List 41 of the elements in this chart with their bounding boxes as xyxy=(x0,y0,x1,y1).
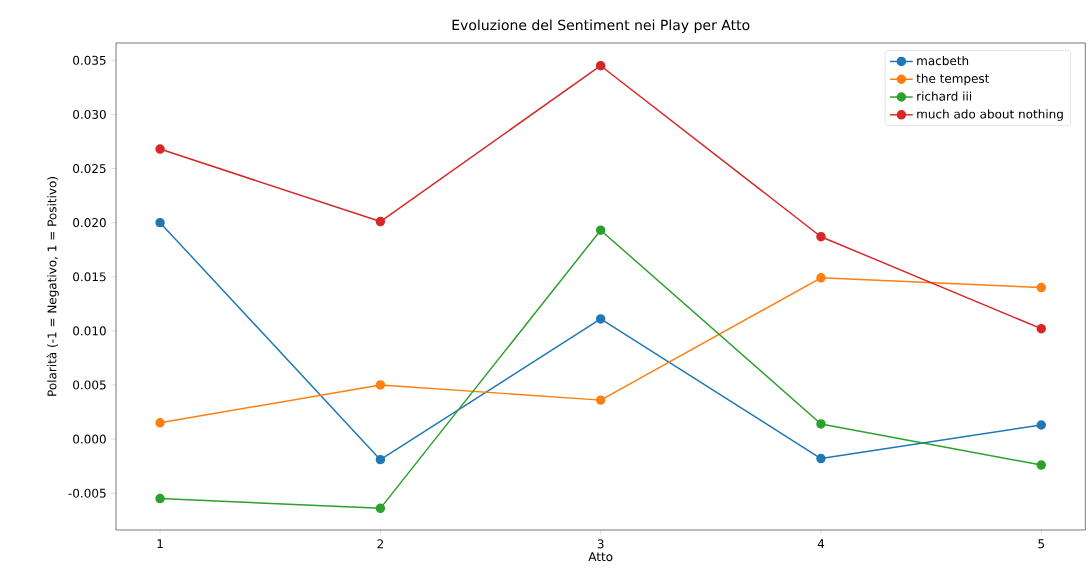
point xyxy=(155,144,165,154)
x-tick-label: 3 xyxy=(597,539,604,549)
point xyxy=(595,225,606,235)
y-tick-label: 0.000 xyxy=(73,434,106,444)
legend-label: much ado about nothing xyxy=(917,109,1063,121)
point xyxy=(375,503,386,514)
point xyxy=(816,453,826,464)
point xyxy=(1036,420,1047,430)
point xyxy=(375,454,386,465)
point xyxy=(1036,323,1047,334)
y-tick-label: -0.005 xyxy=(68,488,106,498)
y-tick-label: 0.030 xyxy=(73,109,106,119)
point xyxy=(155,217,165,228)
x-tick-label: 4 xyxy=(817,539,825,549)
point xyxy=(155,418,165,428)
point xyxy=(595,314,606,324)
y-tick-label: 0.005 xyxy=(73,380,106,390)
y-axis-title: Polarità (-1 = Negativo, 1 = Positivo) xyxy=(46,177,59,396)
chart-title: Evoluzione del Sentiment nei Play per Atto xyxy=(452,19,750,33)
point xyxy=(816,231,826,242)
x-axis-title: Atto xyxy=(588,552,613,562)
y-tick-label: 0.015 xyxy=(73,272,106,282)
point xyxy=(595,60,606,71)
y-tick-label: 0.035 xyxy=(73,55,106,65)
point xyxy=(155,493,165,504)
point xyxy=(375,216,386,227)
y-tick-label: 0.020 xyxy=(73,218,106,228)
y-tick-label: 0.025 xyxy=(73,163,106,174)
point xyxy=(1036,460,1047,470)
x-tick-label: 5 xyxy=(1038,539,1045,549)
point xyxy=(816,419,826,429)
point xyxy=(1036,282,1047,293)
legend-label: macbeth xyxy=(917,55,969,66)
point xyxy=(375,380,386,390)
point xyxy=(595,395,606,405)
legend-label: the tempest xyxy=(916,73,990,86)
x-tick-label: 2 xyxy=(377,539,383,549)
point xyxy=(816,273,826,283)
y-tick-label: 0.010 xyxy=(73,326,106,336)
legend-label: richard iii xyxy=(917,91,972,101)
x-tick-label: 1 xyxy=(157,539,163,549)
